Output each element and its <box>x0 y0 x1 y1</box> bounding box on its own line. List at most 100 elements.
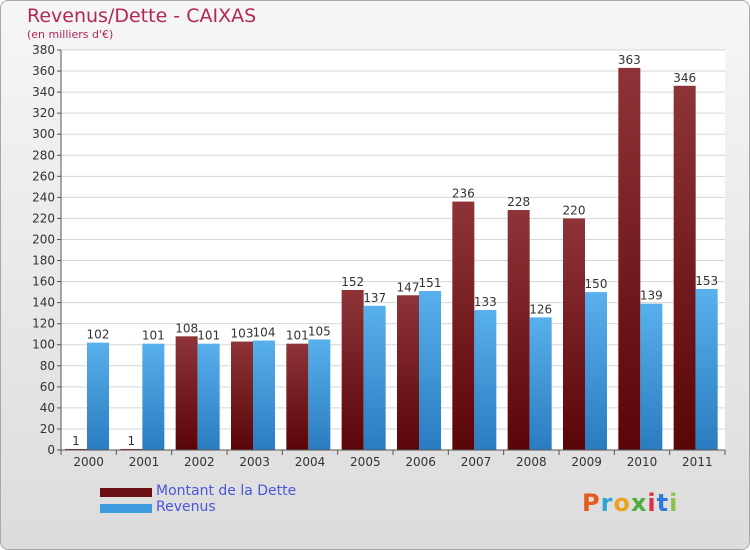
logo-letter: t <box>656 489 670 517</box>
y-tick-label: 40 <box>40 401 55 415</box>
data-label-revenus: 137 <box>363 291 386 305</box>
proxiti-logo: Proxiti <box>582 489 678 517</box>
x-tick-label: 2001 <box>129 455 160 469</box>
legend-swatch-revenus <box>100 504 152 513</box>
bar-revenus <box>363 305 386 450</box>
bar-dette <box>231 341 253 450</box>
y-tick-label: 320 <box>32 106 55 120</box>
bars-layer <box>65 67 718 450</box>
y-tick-label: 280 <box>32 148 55 162</box>
data-label-dette: 228 <box>507 195 530 209</box>
bar-revenus <box>585 292 607 450</box>
legend-label-revenus: Revenus <box>156 499 216 515</box>
data-label-revenus: 101 <box>142 329 165 343</box>
x-tick-label: 2005 <box>350 455 381 469</box>
y-tick-label: 20 <box>40 422 55 436</box>
y-tick-label: 0 <box>47 443 55 457</box>
bar-dette <box>286 343 309 450</box>
logo-letter: i <box>669 489 679 517</box>
data-label-revenus: 101 <box>197 329 220 343</box>
chart-subtitle: (en milliers d'€) <box>27 28 114 41</box>
x-tick-label: 2007 <box>461 455 492 469</box>
data-label-dette: 103 <box>231 327 254 341</box>
bar-dette <box>452 201 475 450</box>
logo-letter: x <box>630 489 648 517</box>
bar-revenus <box>87 342 109 450</box>
y-tick-label: 220 <box>32 211 55 225</box>
data-label-revenus: 126 <box>529 302 552 316</box>
y-tick-label: 340 <box>32 85 55 99</box>
bar-revenus <box>419 291 441 450</box>
bar-revenus <box>253 340 275 450</box>
chart-title: Revenus/Dette - CAIXAS <box>27 5 257 27</box>
data-label-dette: 108 <box>175 321 198 335</box>
bar-dette <box>120 448 143 450</box>
x-tick-label: 2004 <box>295 455 326 469</box>
x-tick-label: 2006 <box>405 455 436 469</box>
bar-revenus <box>695 288 718 450</box>
bar-revenus <box>142 343 165 450</box>
data-label-revenus: 151 <box>419 276 442 290</box>
x-tick-label: 2002 <box>184 455 215 469</box>
y-tick-label: 160 <box>32 275 55 289</box>
data-label-dette: 152 <box>341 275 364 289</box>
x-tick-label: 2000 <box>73 455 104 469</box>
x-tick-label: 2003 <box>239 455 270 469</box>
logo-letter: o <box>613 489 631 517</box>
data-label-revenus: 153 <box>695 274 718 288</box>
y-tick-label: 80 <box>40 359 55 373</box>
data-label-dette: 220 <box>563 203 586 217</box>
bar-revenus <box>474 310 497 450</box>
grid-layer <box>61 49 725 451</box>
x-tick-label: 2008 <box>516 455 547 469</box>
data-label-dette: 363 <box>618 53 641 67</box>
y-tick-label: 360 <box>32 64 55 78</box>
y-tick-label: 240 <box>32 190 55 204</box>
bar-dette <box>507 210 530 450</box>
data-label-revenus: 133 <box>474 295 497 309</box>
logo-letter: P <box>582 489 601 517</box>
bar-dette <box>65 448 87 450</box>
data-label-revenus: 102 <box>87 328 110 342</box>
axis-layer: 0 20 40 60 80 100 120 140 160 180 200 220 240 260 280 3… <box>32 43 726 469</box>
y-tick-label: 380 <box>32 43 55 57</box>
data-label-revenus: 104 <box>253 326 276 340</box>
bar-revenus <box>640 303 663 450</box>
data-label-dette: 346 <box>673 71 696 85</box>
bar-dette <box>673 85 696 450</box>
y-tick-label: 300 <box>32 127 55 141</box>
bar-revenus <box>529 317 552 450</box>
legend-label-dette: Montant de la Dette <box>156 483 297 499</box>
y-tick-label: 260 <box>32 169 55 183</box>
logo-letter: r <box>600 489 614 517</box>
y-tick-label: 100 <box>32 338 55 352</box>
y-tick-label: 60 <box>40 380 55 394</box>
bar-dette <box>341 290 364 450</box>
data-label-revenus: 139 <box>640 289 663 303</box>
bar-revenus <box>197 343 220 450</box>
bar-dette <box>563 218 585 450</box>
y-tick-label: 180 <box>32 254 55 268</box>
data-label-dette: 147 <box>397 280 420 294</box>
legend-swatch-dette <box>100 488 152 497</box>
logo-letter: i <box>647 489 657 517</box>
x-tick-label: 2011 <box>682 455 713 469</box>
bar-revenus <box>308 339 331 450</box>
bar-dette <box>175 336 198 450</box>
bar-dette <box>397 295 419 450</box>
x-tick-label: 2010 <box>627 455 658 469</box>
data-label-revenus: 150 <box>585 277 608 291</box>
y-tick-label: 120 <box>32 317 55 331</box>
y-tick-label: 140 <box>32 296 55 310</box>
data-label-dette: 1 <box>72 434 80 448</box>
data-label-dette: 1 <box>128 434 136 448</box>
data-label-dette: 101 <box>286 329 309 343</box>
x-tick-label: 2009 <box>571 455 602 469</box>
data-label-dette: 236 <box>452 187 475 201</box>
bar-dette <box>618 67 641 450</box>
plot-area <box>61 50 725 450</box>
y-tick-label: 200 <box>32 232 55 246</box>
data-label-revenus: 105 <box>308 324 331 338</box>
